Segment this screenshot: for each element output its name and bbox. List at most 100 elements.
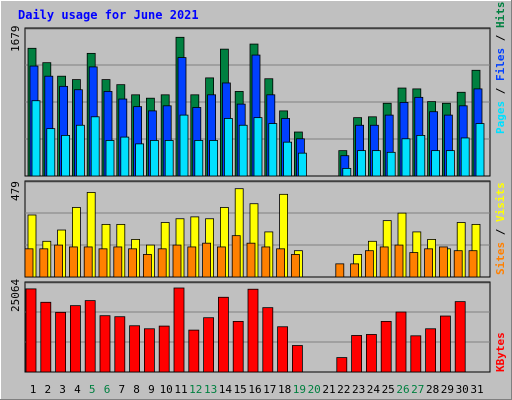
x-tick-label: 17 [263,383,276,396]
kbytes-bar [277,326,289,373]
kbytes-bar [40,301,52,373]
sites-bar [231,235,241,278]
kbytes-bar [351,335,363,373]
legend-files: Files [494,48,507,81]
legend-kbytes-label: KBytes [494,332,507,372]
x-tick-label: 4 [74,383,81,396]
kbytes-bar [143,328,155,373]
chart-title: Daily usage for June 2021 [18,8,199,22]
kbytes-bar [99,315,111,373]
sites-bar [187,246,197,278]
x-tick-label: 28 [426,383,439,396]
sites-bar [172,244,182,278]
pages-bar [268,123,278,177]
y-max-label-kbytes: 25064 [9,279,22,312]
pages-bar [431,150,441,177]
x-tick-label: 10 [160,383,173,396]
kbytes-bar [217,296,229,373]
pages-bar [283,141,293,177]
legend-hits: Hits [494,2,507,29]
x-tick-label: 3 [59,383,66,396]
x-tick-label: 7 [118,383,125,396]
y-max-label-hits: 1679 [9,26,22,53]
x-tick-label: 1 [30,383,37,396]
pages-bar [223,118,233,177]
x-tick-label: 11 [174,383,187,396]
kbytes-bar [158,325,170,373]
x-tick-label: 16 [248,383,261,396]
kbytes-bar [173,287,185,373]
x-tick-label: 14 [219,383,233,396]
pages-bar [371,150,381,177]
x-tick-label: 6 [104,383,111,396]
kbytes-bar [25,288,37,373]
pages-bar [46,128,56,177]
sites-bar [276,248,286,278]
legend-kbytes: KBytes [494,332,507,372]
legend-hits-files-pages: Pages / Files / Hits [494,2,507,135]
kbytes-bar [70,305,81,373]
x-tick-label: 2 [44,383,51,396]
sites-bar [424,248,434,278]
sites-bar [290,254,300,278]
pages-bar [61,135,70,177]
x-tick-label: 18 [278,383,291,396]
pages-bar [135,143,145,177]
sites-bar [335,263,345,278]
pages-bar [460,137,470,177]
sites-bar [142,254,152,278]
x-tick-label: 23 [352,383,365,396]
x-tick-label: 8 [133,383,140,396]
x-tick-label: 27 [411,383,424,396]
x-tick-label: 20 [308,383,321,396]
pages-bar [209,140,219,177]
hits-files-pages-panel [24,27,491,177]
kbytes-bar [395,311,407,373]
kbytes-bar [129,325,141,373]
sites-bar [468,250,478,278]
kbytes-bar [380,320,392,373]
svg-text:Sites / Visits: Sites / Visits [494,182,507,275]
sites-bar [157,248,167,278]
kbytes-bar [232,320,244,373]
sites-bar [98,248,108,278]
sites-bar [202,242,212,278]
pages-bar [149,140,159,177]
pages-bar [31,100,41,177]
visits-sites-panel [24,180,491,278]
legend-visits-sites: Sites / Visits [494,182,507,275]
legend-pages: Pages [494,101,507,134]
pages-bar [194,140,204,177]
kbytes-bar [410,335,422,373]
pages-bar [90,116,100,177]
x-tick-label: 24 [367,383,381,396]
sites-bar [379,246,389,278]
sites-bar [83,246,93,278]
x-tick-label: 15 [234,383,247,396]
sites-bar [409,252,419,278]
sites-bar [438,246,448,278]
sites-bar [261,246,271,278]
x-tick-label: 29 [441,383,454,396]
kbytes-bar [114,316,126,373]
sites-bar [128,248,138,278]
x-axis-labels: 1 2 3 4 5 6 7 8 9 10 11 12 13 14 15 16 17 18 19 20 21 22 23 24 2… [30,383,484,396]
sites-bar [394,244,404,278]
pages-bar [76,124,85,177]
x-tick-label: 12 [189,383,202,396]
kbytes-bar [262,307,274,373]
kbytes-bar [55,311,66,373]
legend-visits: Visits [494,182,507,222]
kbytes-bar [454,301,466,373]
pages-bar [164,140,174,177]
kbytes-bar [425,328,437,373]
pages-bar [475,123,485,177]
sites-bar [216,246,226,278]
pages-bar [120,136,130,177]
pages-bar [253,117,263,177]
pages-bar [105,140,115,177]
sites-bar [113,246,123,278]
pages-bar [416,135,426,177]
legend-sites: Sites [494,242,507,275]
